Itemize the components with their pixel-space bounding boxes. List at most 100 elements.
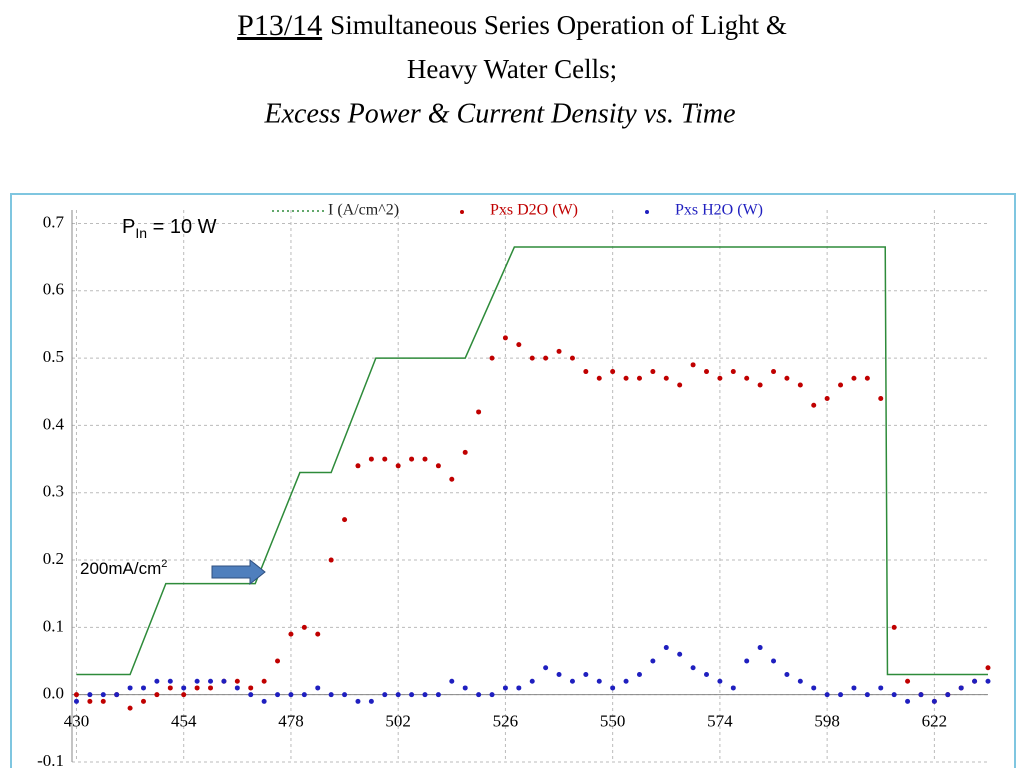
plot: -0.1 0.0 0.1 0.2 0.3 0.4 0.5 0.6 0.7 430 454 478 502… (37, 202, 991, 770)
legend-swatch (460, 210, 464, 214)
point (154, 678, 160, 684)
y-tick-label: 0.0 (43, 684, 64, 703)
legend-label: Pxs H2O (W) (675, 202, 763, 219)
arrow-annotation: 200mA/cm2 (80, 558, 167, 579)
point (784, 671, 790, 677)
y-tick-label: 0.2 (43, 549, 64, 568)
point (261, 698, 267, 704)
x-tick-label: 598 (814, 712, 840, 731)
point (462, 685, 468, 691)
point (650, 369, 656, 375)
point (315, 631, 321, 637)
point (811, 402, 817, 408)
point (851, 375, 857, 381)
point (771, 369, 777, 375)
point (502, 335, 508, 341)
x-tick-label: 526 (493, 712, 519, 731)
point (771, 658, 777, 664)
point (409, 692, 415, 698)
point (221, 678, 227, 684)
point (181, 692, 187, 698)
point (757, 645, 763, 651)
x-tick-label: 430 (64, 712, 90, 731)
title-text: Simultaneous Series Operation of Light & (330, 10, 787, 40)
point (690, 362, 696, 368)
point (234, 685, 240, 691)
arrow (211, 558, 266, 586)
point (650, 658, 656, 664)
point (342, 692, 348, 698)
point (167, 685, 173, 691)
point (797, 382, 803, 388)
point (154, 692, 160, 698)
point (382, 692, 388, 698)
point (596, 678, 602, 684)
point (422, 692, 428, 698)
point (301, 624, 307, 630)
point (248, 685, 254, 691)
y-tick-label: 0.6 (43, 280, 64, 299)
x-tick-label: 502 (385, 712, 411, 731)
point (811, 685, 817, 691)
point (636, 671, 642, 677)
point (181, 685, 187, 691)
point (556, 671, 562, 677)
point (905, 698, 911, 704)
point (864, 375, 870, 381)
point (543, 665, 549, 671)
y-tick-label: 0.1 (43, 616, 64, 635)
point (677, 382, 683, 388)
point (502, 685, 508, 691)
point (516, 685, 522, 691)
point (583, 671, 589, 677)
point (435, 463, 441, 469)
point (824, 692, 830, 698)
point (368, 456, 374, 462)
y-tick-label: 0.7 (43, 212, 65, 231)
point (543, 355, 549, 361)
point (140, 698, 146, 704)
point (449, 678, 455, 684)
legend-label: Pxs D2O (W) (490, 202, 578, 219)
point (194, 678, 200, 684)
point (797, 678, 803, 684)
point (703, 369, 709, 375)
point (744, 375, 750, 381)
point (87, 698, 93, 704)
point (985, 678, 991, 684)
point (717, 678, 723, 684)
point (476, 692, 482, 698)
point (663, 645, 669, 651)
point (583, 369, 589, 375)
pin-main: P (122, 216, 135, 238)
point (234, 678, 240, 684)
point (395, 692, 401, 698)
y-tick-label: 0.3 (43, 482, 64, 501)
point (569, 355, 575, 361)
x-tick-label: 574 (707, 712, 733, 731)
point (328, 557, 334, 563)
pin-sub: In (135, 225, 147, 241)
point (703, 671, 709, 677)
point (368, 698, 374, 704)
point (449, 476, 455, 482)
point (730, 369, 736, 375)
point (744, 658, 750, 664)
point (878, 685, 884, 691)
pin-rest: = 10 W (147, 216, 217, 238)
point (677, 651, 683, 657)
point (972, 678, 978, 684)
point (208, 678, 214, 684)
current-line (76, 246, 988, 676)
point (355, 463, 361, 469)
point (985, 665, 991, 671)
point (167, 678, 173, 684)
point (395, 463, 401, 469)
point (878, 395, 884, 401)
point (100, 698, 106, 704)
point (905, 678, 911, 684)
point (275, 658, 281, 664)
point (73, 698, 79, 704)
point (342, 517, 348, 523)
